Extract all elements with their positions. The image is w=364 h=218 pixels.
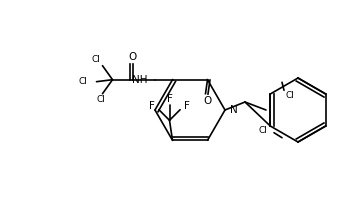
Text: F: F: [167, 94, 173, 104]
Text: Cl: Cl: [96, 95, 105, 104]
Text: Cl: Cl: [79, 77, 87, 86]
Text: O: O: [203, 96, 211, 106]
Text: N: N: [230, 105, 238, 115]
Text: O: O: [128, 52, 136, 62]
Text: Cl: Cl: [258, 126, 267, 135]
Text: F: F: [184, 101, 190, 111]
Text: Cl: Cl: [92, 55, 100, 64]
Text: F: F: [149, 101, 155, 111]
Text: NH: NH: [132, 75, 147, 85]
Text: Cl: Cl: [286, 91, 295, 100]
